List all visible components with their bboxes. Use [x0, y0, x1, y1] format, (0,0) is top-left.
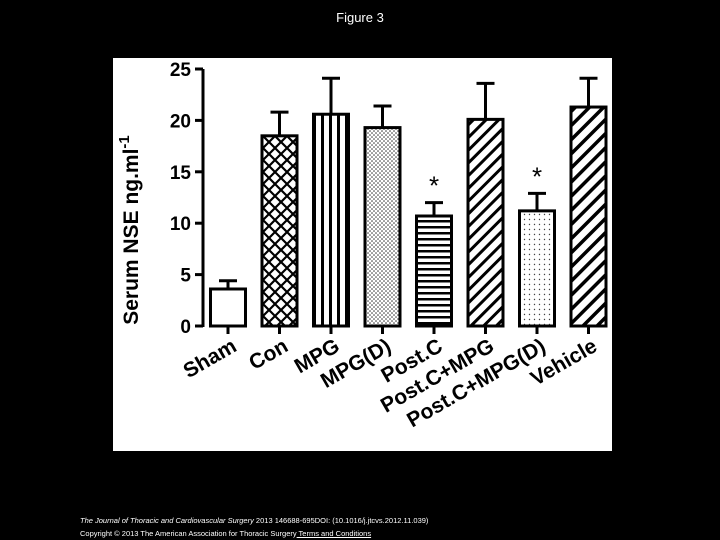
citation-doi: 2013 146688-695DOI: (10.1016/j.jtcvs.201…	[253, 516, 429, 525]
journal-name: The Journal of Thoracic and Cardiovascul…	[80, 516, 254, 525]
bar	[569, 105, 608, 328]
bar	[518, 209, 556, 328]
footer: The Journal of Thoracic and Cardiovascul…	[80, 514, 428, 540]
slide-title: Figure 3	[336, 10, 384, 25]
y-tick-label: 10	[170, 214, 191, 235]
bar	[363, 126, 402, 328]
bar	[209, 287, 247, 328]
y-tick-label: 20	[170, 111, 191, 132]
y-axis: 0 5 10 15 20 25	[170, 60, 205, 338]
bar	[466, 117, 505, 328]
terms-link[interactable]: Terms and Conditions	[296, 529, 372, 538]
y-tick-label: 5	[180, 266, 191, 287]
figure-panel: 0 5 10 15 20 25 * * Sham Con MPG MPG(D) Post.C Post…	[113, 58, 612, 451]
significance-marker: *	[532, 161, 542, 191]
bar	[260, 134, 299, 328]
significance-marker: *	[429, 171, 439, 201]
citation-line: The Journal of Thoracic and Cardiovascul…	[80, 514, 428, 527]
x-tick-label: Con	[245, 334, 292, 374]
y-tick-label: 0	[180, 317, 191, 338]
y-axis-label: Serum NSE ng.ml-1	[116, 135, 143, 325]
copyright-line: Copyright © 2013 The American Associatio…	[80, 527, 428, 540]
bar	[415, 214, 453, 328]
x-axis-labels: Sham ConMPGMPG(D)Post.CPost.C+MPGPost.C+M…	[179, 334, 601, 432]
bars: * *	[209, 76, 608, 334]
copyright-text: Copyright © 2013 The American Associatio…	[80, 529, 297, 538]
bar	[312, 112, 350, 328]
x-tick-label: Sham	[179, 334, 240, 383]
y-tick-label: 15	[170, 163, 192, 184]
y-tick-label: 25	[170, 60, 192, 81]
